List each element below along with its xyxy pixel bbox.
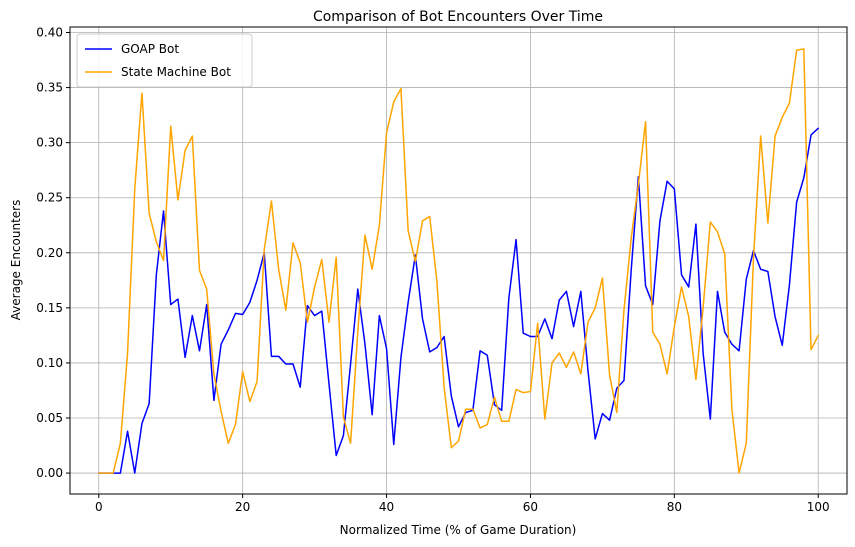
y-axis-ticks: 0.00 0.05 0.10 0.15 0.20 0.25 0.30 0.35 0.40: [36, 26, 70, 480]
y-tick-label: 0.15: [36, 301, 63, 315]
plot-frame: [69, 26, 848, 495]
series-lines: [98, 48, 819, 474]
y-tick-label: 0.35: [36, 81, 63, 95]
y-tick-label: 0.25: [36, 191, 63, 205]
grid: [70, 27, 847, 494]
x-tick-label: 100: [807, 500, 830, 514]
legend: GOAP Bot State Machine Bot: [76, 33, 253, 88]
x-tick-label: 20: [235, 500, 250, 514]
legend-label-state-machine: State Machine Bot: [121, 65, 231, 79]
y-tick-label: 0.10: [36, 356, 63, 370]
legend-box: [76, 33, 253, 88]
x-axis-ticks: 0 20 40 60 80 100: [95, 494, 830, 514]
x-tick-label: 0: [95, 500, 103, 514]
y-tick-label: 0.30: [36, 136, 63, 150]
series-line-goap-bot: [98, 127, 819, 474]
y-tick-label: 0.00: [36, 466, 63, 480]
x-tick-label: 60: [523, 500, 538, 514]
y-axis-label: Average Encounters: [9, 200, 23, 321]
y-tick-label: 0.40: [36, 26, 63, 40]
x-axis-label: Normalized Time (% of Game Duration): [340, 523, 577, 537]
series-line-state-machine-bot: [98, 48, 819, 474]
y-tick-label: 0.05: [36, 411, 63, 425]
legend-label-goap: GOAP Bot: [121, 42, 179, 56]
x-tick-label: 80: [667, 500, 682, 514]
y-tick-label: 0.20: [36, 246, 63, 260]
chart-title: Comparison of Bot Encounters Over Time: [313, 9, 603, 25]
x-tick-label: 40: [379, 500, 394, 514]
